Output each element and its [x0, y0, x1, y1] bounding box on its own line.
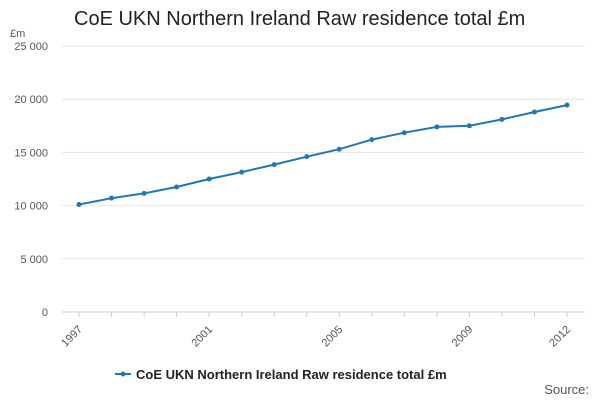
y-tick-labels: 0 5 000 10 000 15 000 20 000 25 000	[14, 41, 48, 319]
data-point	[141, 190, 147, 196]
data-point	[76, 202, 82, 208]
data-point	[499, 116, 505, 122]
data-point	[401, 130, 407, 136]
y-tick-label: 5 000	[20, 254, 48, 266]
x-tick-label: 2009	[450, 324, 476, 350]
y-tick-label: 0	[42, 307, 48, 319]
data-point	[564, 102, 570, 108]
legend: CoE UKN Northern Ireland Raw residence t…	[115, 367, 447, 382]
y-axis-label: £m	[10, 28, 25, 40]
y-tick-label: 25 000	[14, 41, 48, 53]
x-tick-label: 1997	[59, 324, 85, 350]
data-point	[174, 184, 180, 190]
legend-series-label: CoE UKN Northern Ireland Raw residence t…	[136, 367, 447, 382]
series	[76, 102, 570, 208]
x-tick-labels: 1997 2001 2005 2009 2012	[59, 324, 573, 350]
data-point	[206, 176, 212, 182]
x-tick-label: 2012	[547, 324, 573, 350]
chart-title: CoE UKN Northern Ireland Raw residence t…	[74, 8, 526, 30]
axes	[62, 311, 585, 317]
y-tick-label: 15 000	[14, 147, 48, 159]
legend-marker-icon	[120, 371, 126, 377]
y-tick-label: 10 000	[14, 201, 48, 213]
data-point	[434, 124, 440, 130]
x-tick-label: 2005	[320, 324, 346, 350]
data-point	[239, 169, 245, 175]
y-tick-label: 20 000	[14, 94, 48, 106]
data-point	[531, 109, 537, 115]
data-point	[109, 195, 115, 201]
data-point	[336, 146, 342, 152]
x-tick-label: 2001	[189, 324, 215, 350]
series-line	[78, 104, 568, 206]
data-point	[369, 137, 375, 143]
source-label: Source:	[544, 382, 589, 397]
data-point	[466, 123, 472, 129]
data-point	[271, 162, 277, 168]
data-point	[304, 154, 310, 160]
